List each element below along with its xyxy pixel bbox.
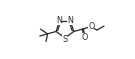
Text: O: O: [88, 22, 94, 31]
Text: O: O: [81, 33, 88, 42]
Text: N: N: [68, 16, 73, 24]
Text: S: S: [62, 35, 68, 44]
Text: N: N: [57, 16, 62, 24]
